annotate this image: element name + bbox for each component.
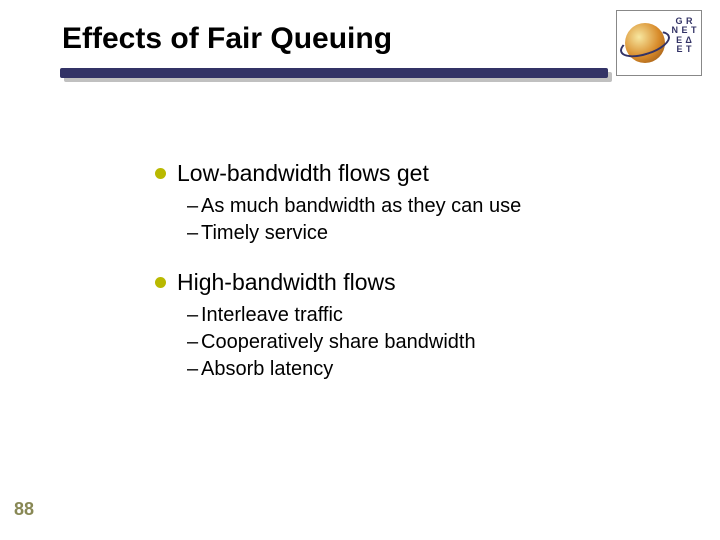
- bullet-group: High-bandwidth flows Interleave traffic …: [155, 269, 675, 383]
- bullet-group: Low-bandwidth flows get As much bandwidt…: [155, 160, 675, 247]
- logo-text: G R N E T Ε Δ Ε Τ: [671, 17, 697, 55]
- page-number: 88: [14, 499, 34, 520]
- bullet-level2: Timely service: [187, 220, 675, 247]
- logo-inner: G R N E T Ε Δ Ε Τ: [617, 11, 701, 75]
- bullet-level2: Absorb latency: [187, 356, 675, 383]
- slide: Effects of Fair Queuing G R N E T Ε Δ Ε …: [0, 0, 720, 540]
- bullet-level2: As much bandwidth as they can use: [187, 193, 675, 220]
- bullet-level2: Cooperatively share bandwidth: [187, 329, 675, 356]
- bullet-level1: High-bandwidth flows: [155, 269, 675, 296]
- bullet-level1: Low-bandwidth flows get: [155, 160, 675, 187]
- bullet-level2: Interleave traffic: [187, 302, 675, 329]
- logo-text-row: Ε Τ: [671, 45, 697, 54]
- slide-content: Low-bandwidth flows get As much bandwidt…: [155, 160, 675, 405]
- slide-title: Effects of Fair Queuing: [62, 22, 392, 56]
- grnet-logo: G R N E T Ε Δ Ε Τ: [616, 10, 702, 76]
- title-underline: [60, 68, 608, 78]
